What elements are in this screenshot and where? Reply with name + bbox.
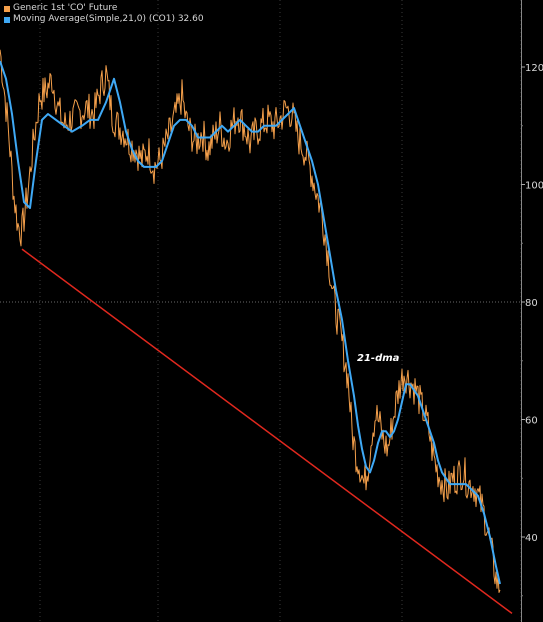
y-tick-label-100: 100 xyxy=(525,181,543,192)
legend-swatch-orange xyxy=(4,5,10,12)
y-tick-label-60: 60 xyxy=(525,416,538,427)
trendline-layer xyxy=(21,248,513,614)
legend-entry-generic-future: Generic 1st 'CO' Future xyxy=(4,3,204,14)
chart-grid xyxy=(0,0,522,622)
annotation-label-0: 21-dma xyxy=(357,353,400,364)
y-tick-label-40: 40 xyxy=(525,533,538,544)
legend-label-generic-future: Generic 1st 'CO' Future xyxy=(13,3,118,13)
y-tick-label-120: 120 xyxy=(525,63,543,74)
legend-swatch-blue xyxy=(4,16,10,23)
y-axis: 40 60 80 100 120 xyxy=(521,0,543,622)
legend-label-moving-average: Moving Average(Simple,21,0) (CO1) 32.60 xyxy=(13,14,204,24)
chart-legend: Generic 1st 'CO' Future Moving Average(S… xyxy=(4,3,204,25)
support-trendline xyxy=(21,248,513,614)
series-layer xyxy=(0,49,501,593)
series-line-generic-future xyxy=(0,49,501,593)
series-line-moving-average xyxy=(0,60,501,585)
y-tick-label-80: 80 xyxy=(525,298,538,309)
legend-entry-moving-average: Moving Average(Simple,21,0) (CO1) 32.60 xyxy=(4,14,204,25)
annotation-layer: 21-dma xyxy=(357,353,400,364)
